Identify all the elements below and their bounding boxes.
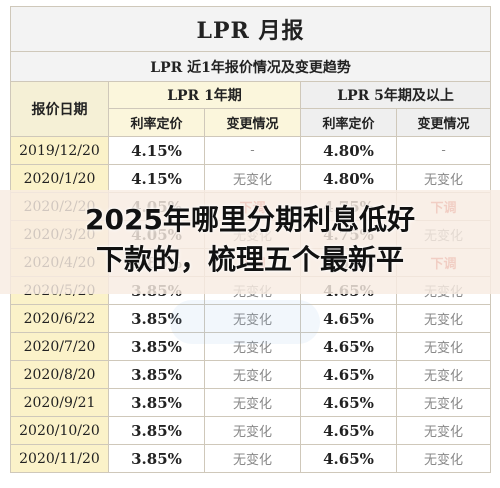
rate-1y-cell: 4.15%: [108, 164, 205, 193]
change-5y-cell: 无变化: [395, 304, 492, 333]
rate-5y-cell: 4.80%: [300, 164, 397, 193]
change-5y-cell: -: [395, 136, 492, 165]
rate-1y-cell: 4.15%: [108, 136, 205, 165]
headline-line-2: 下款的，梳理五个最新平: [95, 243, 404, 276]
table-subtitle: LPR 近1年报价情况及变更趋势: [9, 51, 492, 82]
rate-1y-cell: 3.85%: [108, 416, 205, 445]
date-cell: 2020/9/21: [10, 388, 109, 417]
rate-5y-cell: 4.65%: [300, 360, 397, 389]
table-row: 2019/12/20 4.15% -4.80% -: [10, 136, 492, 165]
date-column-header: 报价日期: [10, 81, 109, 137]
change-1y-cell: 无变化: [204, 416, 301, 445]
table-row: 2020/7/20 3.85% 无变化 4.65% 无变化: [10, 332, 492, 361]
headline-overlay-band: [0, 190, 500, 294]
rate-5y-cell: 4.65%: [300, 444, 397, 473]
change-1y-cell: 无变化: [204, 332, 301, 361]
rate-1y-cell: 3.85%: [108, 360, 205, 389]
change-5y-cell: 无变化: [395, 164, 492, 193]
date-cell: 2020/1/20: [10, 164, 109, 193]
change-1y-header: 变更情况: [204, 108, 301, 137]
change-1y-cell: 无变化: [204, 304, 301, 333]
table-row: 2020/1/20 4.15% 无变化 4.80% 无变化: [10, 164, 492, 193]
table-row: 2020/6/22 3.85% 无变化 4.65% 无变化: [10, 304, 492, 333]
headline-line-1: 2025年哪里分期利息低好: [85, 203, 415, 236]
rate-1y-cell: 3.85%: [108, 304, 205, 333]
date-cell: 2020/11/20: [10, 444, 109, 473]
watermark-logo: [170, 300, 320, 344]
rate-5y-cell: 4.65%: [300, 416, 397, 445]
date-cell: 2020/7/20: [10, 332, 109, 361]
change-5y-header: 变更情况: [395, 108, 492, 137]
date-cell: 2019/12/20: [10, 136, 109, 165]
change-1y-cell: 无变化: [204, 360, 301, 389]
rate-1y-cell: 3.85%: [108, 388, 205, 417]
lpr-1y-group-header: LPR 1年期: [108, 81, 301, 109]
table-row: 2020/9/21 3.85% 无变化 4.65% 无变化: [10, 388, 492, 417]
rate-5y-cell: 4.80%: [300, 136, 397, 165]
change-1y-cell: 无变化: [204, 164, 301, 193]
date-cell: 2020/10/20: [10, 416, 109, 445]
rate-5y-cell: 4.65%: [300, 304, 397, 333]
table-title: LPR 月报: [9, 6, 492, 52]
rate-1y-header: 利率定价: [108, 108, 205, 137]
date-cell: 2020/6/22: [10, 304, 109, 333]
table-row: 2020/11/20 3.85% 无变化 4.65% 无变化: [10, 444, 492, 473]
rate-5y-cell: 4.65%: [300, 388, 397, 417]
lpr-5y-group-header: LPR 5年期及以上: [299, 81, 492, 109]
change-1y-cell: 无变化: [204, 444, 301, 473]
change-1y-cell: -: [204, 136, 301, 165]
change-5y-cell: 无变化: [395, 388, 492, 417]
change-5y-cell: 无变化: [395, 416, 492, 445]
change-5y-cell: 无变化: [395, 444, 492, 473]
rate-1y-cell: 3.85%: [108, 444, 205, 473]
rate-5y-cell: 4.65%: [300, 332, 397, 361]
rate-1y-cell: 3.85%: [108, 332, 205, 361]
table-row: 2020/10/20 3.85% 无变化 4.65% 无变化: [10, 416, 492, 445]
table-row: 2020/8/20 3.85% 无变化 4.65% 无变化: [10, 360, 492, 389]
change-5y-cell: 无变化: [395, 332, 492, 361]
change-5y-cell: 无变化: [395, 360, 492, 389]
change-1y-cell: 无变化: [204, 388, 301, 417]
rate-5y-header: 利率定价: [300, 108, 397, 137]
date-cell: 2020/8/20: [10, 360, 109, 389]
